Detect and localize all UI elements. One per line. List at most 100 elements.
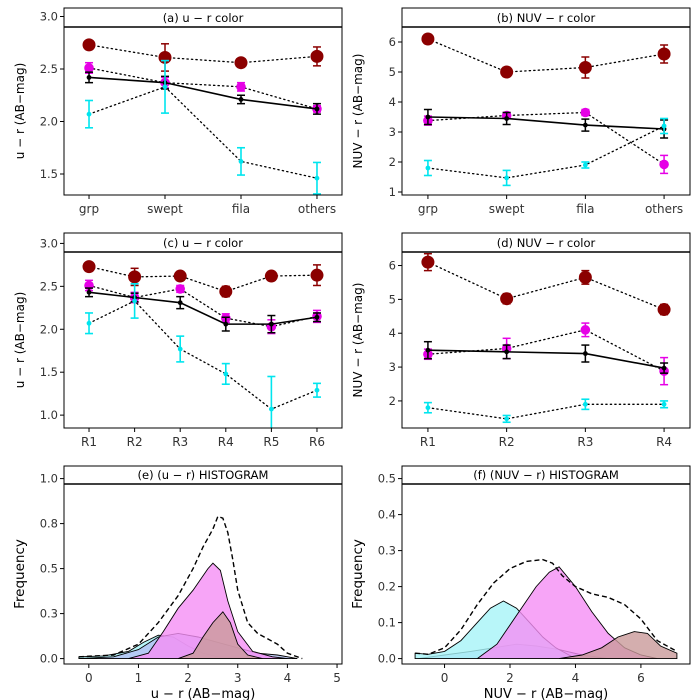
data-point-magenta (580, 325, 591, 335)
y-tick-label: 1.5 (40, 365, 58, 379)
data-point-magenta (236, 82, 246, 92)
data-point-black (223, 321, 229, 327)
y-tick-label: 4 (389, 95, 396, 109)
series-line-magenta (88, 284, 318, 328)
data-point-cyan (132, 298, 138, 304)
panel-frame (401, 232, 691, 429)
panel-d: (d) NUV − r color 2 3 4 5 6 R1 R2 R3 R4 NUV − r (A… (351, 232, 691, 449)
y-tick-label: 3 (389, 360, 396, 374)
data-point-cyan (314, 175, 320, 181)
panel-title: (a) u − r color (163, 11, 244, 25)
x-tick-label: fila (232, 202, 250, 216)
y-tick-label: 0.0 (378, 652, 396, 666)
x-tick-label: R1 (420, 435, 436, 449)
data-point-darkred (500, 65, 514, 79)
series-line-darkred (427, 261, 665, 311)
series-line-darkred (427, 38, 665, 73)
y-tick-label: 3.0 (40, 10, 58, 24)
data-point-cyan (661, 401, 667, 407)
data-point-darkred (578, 270, 592, 284)
y-tick-label: 2.0 (40, 322, 58, 336)
data-point-black (425, 347, 431, 353)
series-line-magenta (427, 111, 665, 166)
data-point-black (582, 351, 588, 356)
panel-title: (f) (NUV − r) HISTOGRAM (473, 468, 619, 482)
data-point-darkred (128, 270, 142, 284)
y-tick-label: 3 (389, 125, 396, 139)
data-point-darkred (421, 32, 435, 46)
y-tick-label: 6 (389, 259, 396, 273)
series-line-black (427, 116, 665, 130)
y-tick-label: 5 (389, 65, 396, 79)
panel-f: (f) (NUV − r) HISTOGRAM 0.0 0.1 0.2 0.3 0.4 0.… (350, 465, 691, 700)
y-tick-label: 1.5 (40, 167, 58, 181)
x-tick-label: 2 (506, 671, 514, 685)
series-line-darkred (88, 44, 318, 64)
data-point-black (425, 114, 431, 120)
y-tick-label: 0.8 (40, 517, 58, 531)
y-tick-label: 2 (389, 394, 396, 408)
series-line-magenta (88, 67, 318, 110)
plot-area-b (421, 32, 671, 187)
x-tick-label: grp (79, 202, 99, 216)
y-tick-label: 3.0 (40, 236, 58, 250)
x-tick-label: R2 (499, 435, 515, 449)
data-point-darkred (657, 303, 671, 317)
density-area-brown (559, 631, 678, 660)
plot-area-a (82, 38, 324, 195)
data-point-darkred (500, 292, 514, 306)
x-tick-label: R2 (127, 435, 143, 449)
data-point-darkred (264, 269, 278, 283)
x-tick-label: fila (576, 202, 594, 216)
y-tick-label: 0.5 (378, 472, 396, 486)
y-tick-label: 2.5 (40, 62, 58, 76)
data-point-cyan (582, 401, 588, 407)
x-tick-label: 6 (637, 671, 645, 685)
x-tick-label: R4 (218, 435, 234, 449)
y-axis-label: NUV − r (AB−mag) (351, 54, 365, 169)
x-tick-label: 1 (135, 671, 143, 685)
panel-frame (63, 232, 343, 429)
data-point-black (661, 365, 667, 371)
x-tick-label: 0 (441, 671, 449, 685)
data-point-magenta (175, 284, 186, 294)
series-line-black (88, 76, 318, 110)
x-axis-label: NUV − r (AB−mag) (484, 687, 609, 700)
y-tick-label: 0.3 (378, 544, 396, 558)
y-axis-label: u − r (AB−mag) (13, 292, 27, 389)
data-point-cyan (425, 405, 431, 411)
y-tick-label: 1.0 (40, 408, 58, 422)
data-point-black (504, 116, 510, 121)
y-axis-label: Frequency (350, 539, 366, 609)
density-total-dashed (78, 515, 303, 660)
x-tick-label: 3 (234, 671, 242, 685)
x-tick-label: R3 (577, 435, 593, 449)
density-total-dashed (415, 558, 678, 655)
y-tick-label: 1.0 (40, 472, 58, 486)
x-tick-label: grp (418, 202, 438, 216)
data-point-magenta (84, 63, 94, 73)
data-point-darkred (173, 269, 187, 283)
x-tick-label: others (645, 202, 683, 216)
density-area-magenta (128, 562, 288, 660)
plot-area-d (421, 252, 671, 424)
series-line-cyan (427, 125, 665, 179)
x-tick-label: swept (489, 202, 525, 216)
series-line-black (427, 349, 665, 369)
data-point-black (314, 314, 320, 320)
data-point-darkred (82, 38, 96, 52)
data-point-black (86, 289, 92, 295)
x-tick-label: 2 (184, 671, 192, 685)
data-point-cyan (238, 159, 244, 164)
y-axis-label: Frequency (12, 539, 28, 609)
data-point-magenta (659, 159, 669, 170)
y-tick-label: 0.0 (40, 652, 58, 666)
plot-area-e (78, 515, 303, 660)
data-point-cyan (425, 165, 431, 171)
data-point-black (504, 349, 510, 355)
y-tick-label: 0.1 (378, 616, 396, 630)
series-line-cyan (88, 86, 318, 179)
data-point-darkred (234, 56, 248, 70)
series-line-black (88, 291, 318, 325)
